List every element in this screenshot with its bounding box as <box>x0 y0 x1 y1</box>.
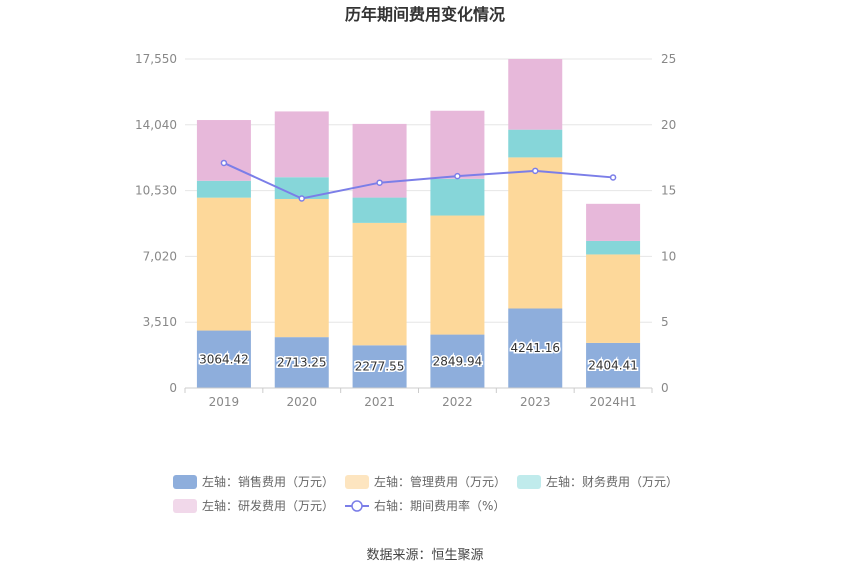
y-left-tick-label: 10,530 <box>135 184 177 198</box>
x-tick-label: 2021 <box>364 395 395 409</box>
bar-segment <box>352 345 407 388</box>
legend-swatch <box>173 475 197 489</box>
source-note: 数据来源：恒生聚源 <box>366 548 483 563</box>
y-right-tick-label: 20 <box>661 118 676 132</box>
y-right-tick-label: 25 <box>661 52 676 66</box>
bar-segment <box>196 330 251 388</box>
y-left-tick-label: 0 <box>169 381 177 395</box>
y-right-tick-label: 10 <box>661 249 676 263</box>
y-left-tick-label: 3,510 <box>143 315 177 329</box>
legend-swatch <box>173 499 197 513</box>
bar-segment <box>430 110 485 179</box>
rate-point <box>220 159 228 167</box>
data-label: 2849.94 <box>433 354 483 368</box>
x-tick-label: 2019 <box>209 395 240 409</box>
legend-swatch <box>345 475 369 489</box>
data-label: 2404.41 <box>588 358 638 372</box>
rate-point <box>298 195 305 202</box>
rate-point <box>454 172 461 180</box>
bar-segment <box>352 197 407 223</box>
data-label: 3064.42 <box>199 352 249 366</box>
bar-segment <box>274 198 329 338</box>
bar-segment <box>430 178 485 216</box>
rate-point <box>376 179 383 186</box>
bar-segment <box>196 197 251 331</box>
legend-label: 左轴：管理费用（万元） <box>374 474 506 489</box>
bar-segment <box>430 215 485 335</box>
bar-segment <box>196 180 251 198</box>
legend-label: 左轴：财务费用（万元） <box>546 474 678 489</box>
legend-label: 左轴：销售费用（万元） <box>202 474 334 489</box>
bar-segment <box>508 308 563 388</box>
data-label: 2277.55 <box>355 360 405 374</box>
rate-line-path <box>223 162 614 200</box>
legend: 左轴：销售费用（万元） 左轴：管理费用（万元） 左轴：财务费用（万元） 左轴：研发费用… <box>173 474 678 513</box>
y-left-tick-label: 14,040 <box>135 118 177 132</box>
bar-segment <box>508 129 563 158</box>
x-tick-label: 2023 <box>520 395 551 409</box>
grid <box>185 58 652 389</box>
bar-segment <box>274 337 329 388</box>
data-label: 4241.16 <box>510 341 560 355</box>
x-tick-label: 2020 <box>286 395 317 409</box>
bar-segment <box>274 111 329 178</box>
y-right-tick-label: 15 <box>661 184 676 198</box>
rate-point <box>532 167 539 175</box>
bar-segment <box>352 222 407 346</box>
bar-segment <box>586 203 641 241</box>
y-left-tick-label: 7,020 <box>143 249 177 263</box>
x-tick-label: 2024H1 <box>589 395 636 409</box>
rate-line <box>220 159 617 202</box>
y-left-tick-label: 17,550 <box>135 52 177 66</box>
axes: 0 0 3,510 5 7,020 10 10,530 15 14,040 20 17,550 25 2… <box>135 52 676 409</box>
legend-marker <box>351 500 363 512</box>
x-tick-label: 2022 <box>442 395 473 409</box>
bar-segment <box>430 334 485 388</box>
bar-segment <box>586 240 641 255</box>
bar-segment <box>586 254 641 343</box>
chart-title: 历年期间费用变化情况 <box>345 5 505 24</box>
bar-segment <box>586 342 641 388</box>
rate-point <box>609 174 617 181</box>
bar-segment <box>508 157 563 309</box>
y-right-tick-label: 5 <box>661 315 669 329</box>
legend-label: 右轴：期间费用率（%） <box>374 498 505 513</box>
y-right-tick-label: 0 <box>661 381 669 395</box>
legend-label: 左轴：研发费用（万元） <box>202 498 334 513</box>
legend-swatch <box>517 475 541 489</box>
bars <box>196 58 641 388</box>
data-labels: 3064.42 2713.25 2277.55 2849.94 4241.16 2404.… <box>198 340 640 375</box>
bar-segment <box>274 177 329 199</box>
bar-segment <box>508 58 563 130</box>
data-label: 2713.25 <box>277 356 327 370</box>
